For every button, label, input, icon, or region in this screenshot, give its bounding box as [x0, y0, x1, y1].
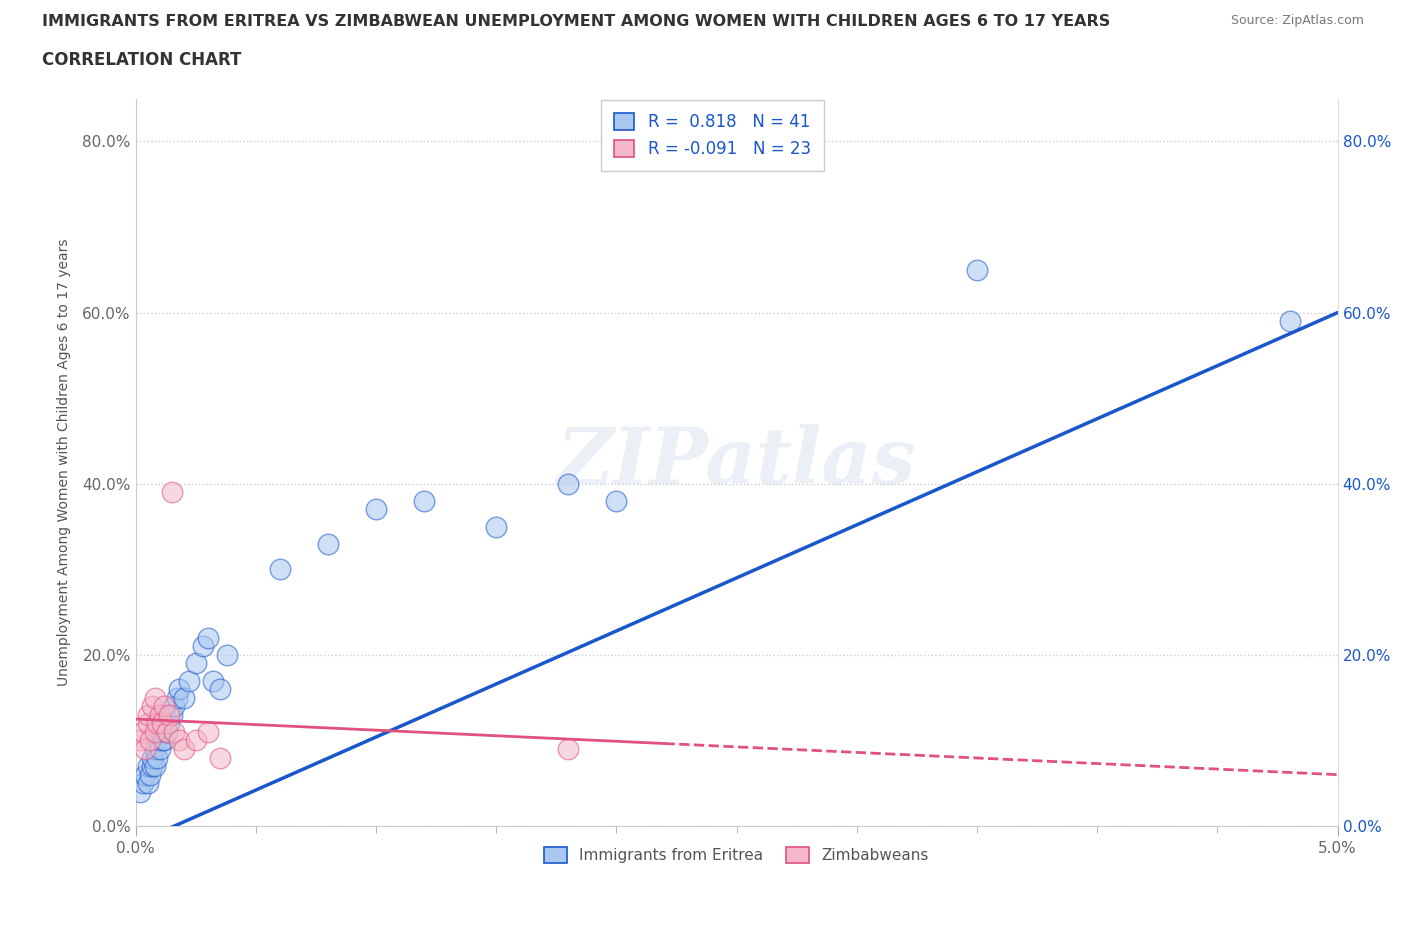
Text: Source: ZipAtlas.com: Source: ZipAtlas.com [1230, 14, 1364, 27]
Point [557, 741, 579, 756]
Point [166, 690, 188, 705]
Point [136, 759, 159, 774]
Point [129, 784, 152, 799]
Point [208, 682, 231, 697]
Point [136, 716, 159, 731]
Point [143, 759, 166, 774]
Point [163, 724, 186, 739]
Point [141, 751, 163, 765]
Point [215, 647, 238, 662]
Point [191, 639, 214, 654]
Point [136, 708, 159, 723]
Point [197, 724, 219, 739]
Point [160, 708, 183, 723]
Point [149, 708, 172, 723]
Point [143, 724, 166, 739]
Legend: Immigrants from Eritrea, Zimbabweans: Immigrants from Eritrea, Zimbabweans [538, 841, 935, 870]
Point [139, 733, 162, 748]
Point [149, 724, 172, 739]
Point [177, 673, 200, 688]
Point [184, 733, 207, 748]
Point [141, 698, 163, 713]
Point [201, 673, 224, 688]
Point [269, 562, 291, 577]
Point [134, 767, 156, 782]
Point [966, 262, 988, 277]
Point [139, 767, 162, 782]
Point [157, 716, 180, 731]
Point [150, 733, 173, 748]
Point [143, 690, 166, 705]
Point [316, 537, 339, 551]
Point [136, 776, 159, 790]
Point [557, 476, 579, 491]
Point [146, 751, 169, 765]
Point [153, 708, 176, 723]
Point [364, 502, 387, 517]
Point [132, 776, 155, 790]
Point [132, 724, 155, 739]
Point [173, 741, 195, 756]
Point [141, 759, 163, 774]
Point [485, 519, 508, 534]
Point [143, 741, 166, 756]
Point [150, 716, 173, 731]
Point [160, 485, 183, 499]
Point [173, 690, 195, 705]
Point [167, 733, 190, 748]
Point [153, 698, 176, 713]
Point [208, 751, 231, 765]
Point [156, 724, 179, 739]
Point [605, 494, 627, 509]
Point [146, 716, 169, 731]
Y-axis label: Unemployment Among Women with Children Ages 6 to 17 years: Unemployment Among Women with Children A… [58, 239, 72, 686]
Point [129, 733, 152, 748]
Point [153, 733, 176, 748]
Text: CORRELATION CHART: CORRELATION CHART [42, 51, 242, 69]
Point [413, 494, 436, 509]
Point [134, 741, 156, 756]
Point [1278, 313, 1301, 328]
Text: ZIPatlas: ZIPatlas [557, 424, 917, 500]
Point [184, 656, 207, 671]
Point [149, 741, 172, 756]
Point [157, 708, 180, 723]
Point [146, 733, 169, 748]
Text: IMMIGRANTS FROM ERITREA VS ZIMBABWEAN UNEMPLOYMENT AMONG WOMEN WITH CHILDREN AGE: IMMIGRANTS FROM ERITREA VS ZIMBABWEAN UN… [42, 14, 1111, 29]
Point [167, 682, 190, 697]
Point [163, 698, 186, 713]
Point [156, 724, 179, 739]
Point [150, 716, 173, 731]
Point [197, 631, 219, 645]
